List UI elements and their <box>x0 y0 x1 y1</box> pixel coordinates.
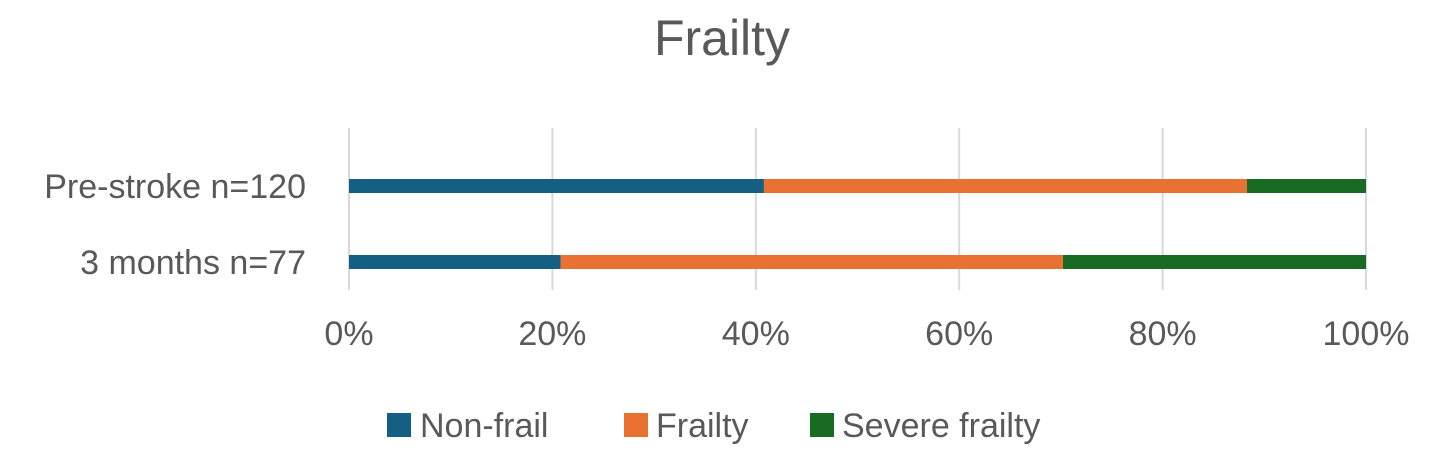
category-label: Pre-stroke n=120 <box>44 168 306 206</box>
bar-segment <box>763 179 1248 193</box>
legend-swatch <box>624 413 648 437</box>
bar-segment <box>1062 255 1366 269</box>
legend-swatch <box>810 413 834 437</box>
category-labels: Pre-stroke n=120 3 months n=77 <box>44 168 306 282</box>
legend-label: Severe frailty <box>842 407 1040 445</box>
chart-title: Frailty <box>654 10 790 66</box>
x-axis-tick-labels: 0% 20% 40% 60% 80% 100% <box>324 315 1409 353</box>
bar-segment <box>349 255 561 269</box>
bar-segment <box>560 255 1063 269</box>
x-tick-label: 80% <box>1129 315 1197 353</box>
legend: Non-frail Frailty Severe frailty <box>387 407 1040 445</box>
bar-segment <box>1247 179 1366 193</box>
legend-label: Non-frail <box>420 407 548 445</box>
category-label: 3 months n=77 <box>80 244 306 282</box>
x-tick-label: 0% <box>324 315 373 353</box>
x-tick-label: 60% <box>925 315 993 353</box>
x-tick-label: 100% <box>1323 315 1410 353</box>
bar-segment <box>349 179 764 193</box>
legend-label: Frailty <box>656 407 749 445</box>
bars <box>349 179 1366 269</box>
x-tick-label: 40% <box>722 315 790 353</box>
legend-swatch <box>387 413 411 437</box>
x-tick-label: 20% <box>518 315 586 353</box>
